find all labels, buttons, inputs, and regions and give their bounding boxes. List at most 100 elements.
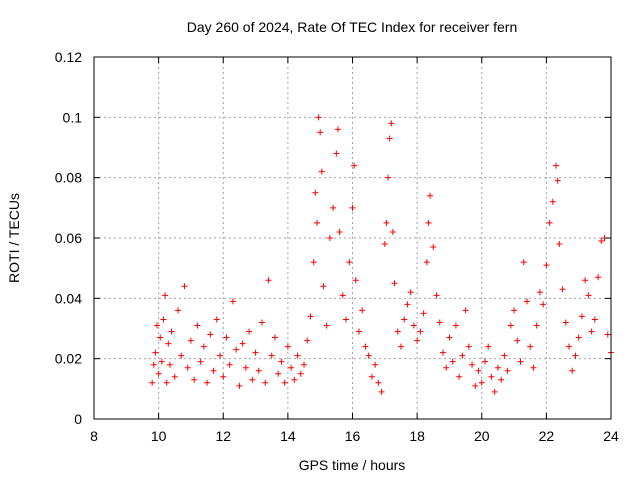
data-point xyxy=(259,319,266,326)
data-point xyxy=(213,316,220,323)
data-point xyxy=(604,331,611,338)
data-point xyxy=(236,382,243,389)
data-point xyxy=(315,114,322,121)
data-point xyxy=(323,322,330,329)
data-point xyxy=(294,352,301,359)
data-point xyxy=(536,289,543,296)
x-tick-label: 20 xyxy=(474,428,490,444)
data-point xyxy=(339,292,346,299)
data-point xyxy=(275,370,282,377)
data-point xyxy=(265,277,272,284)
data-point xyxy=(556,241,563,248)
data-point xyxy=(578,313,585,320)
grid-lines xyxy=(94,57,611,419)
data-point xyxy=(527,343,534,350)
data-point xyxy=(163,379,170,386)
x-tick-label: 16 xyxy=(345,428,361,444)
data-point xyxy=(501,352,508,359)
data-point xyxy=(291,376,298,383)
data-point xyxy=(204,379,211,386)
data-point xyxy=(588,328,595,335)
data-point xyxy=(158,358,165,365)
data-point xyxy=(351,162,358,169)
data-point xyxy=(439,349,446,356)
data-point xyxy=(514,337,521,344)
data-point xyxy=(420,310,427,317)
y-tick-label: 0.04 xyxy=(55,290,82,306)
data-point xyxy=(523,298,530,305)
data-point xyxy=(520,259,527,266)
data-point xyxy=(297,370,304,377)
x-tick-label: 12 xyxy=(215,428,231,444)
data-point xyxy=(288,364,295,371)
data-points xyxy=(149,114,614,395)
x-axis-label: GPS time / hours xyxy=(299,457,406,473)
data-point xyxy=(255,367,262,374)
data-point xyxy=(386,135,393,142)
data-point xyxy=(330,204,337,211)
data-point xyxy=(546,219,553,226)
data-point xyxy=(152,349,159,356)
data-point xyxy=(271,334,278,341)
data-point xyxy=(359,307,366,314)
data-point xyxy=(281,379,288,386)
data-point xyxy=(217,352,224,359)
data-point xyxy=(368,373,375,380)
data-point xyxy=(459,352,466,359)
data-point xyxy=(346,259,353,266)
x-tick-label: 22 xyxy=(539,428,555,444)
data-point xyxy=(157,334,164,341)
data-point xyxy=(472,382,479,389)
data-point xyxy=(517,358,524,365)
data-point xyxy=(569,367,576,374)
data-point xyxy=(349,204,356,211)
data-point xyxy=(233,346,240,353)
data-point xyxy=(378,388,385,395)
data-point xyxy=(352,277,359,284)
data-point xyxy=(410,322,417,329)
data-point xyxy=(355,328,362,335)
y-tick-label: 0.08 xyxy=(55,170,82,186)
data-point xyxy=(278,358,285,365)
data-point xyxy=(184,364,191,371)
x-tick-label: 18 xyxy=(409,428,425,444)
data-point xyxy=(229,298,236,305)
data-point xyxy=(249,376,256,383)
data-point xyxy=(491,388,498,395)
y-tick-label: 0 xyxy=(74,411,82,427)
y-tick-label: 0.12 xyxy=(55,49,82,65)
data-point xyxy=(150,361,157,368)
data-point xyxy=(488,373,495,380)
data-point xyxy=(317,129,324,136)
data-point xyxy=(191,376,198,383)
y-tick-label: 0.1 xyxy=(63,109,83,125)
data-point xyxy=(595,274,602,281)
data-point xyxy=(478,379,485,386)
data-point xyxy=(504,367,511,374)
data-point xyxy=(200,343,207,350)
x-tick-label: 8 xyxy=(90,428,98,444)
chart-title: Day 260 of 2024, Rate Of TEC Index for r… xyxy=(187,19,517,35)
data-point xyxy=(465,343,472,350)
data-point xyxy=(565,343,572,350)
data-point xyxy=(312,189,319,196)
x-tick-label: 10 xyxy=(151,428,167,444)
data-point xyxy=(313,219,320,226)
data-point xyxy=(268,352,275,359)
data-point xyxy=(562,319,569,326)
data-point xyxy=(389,228,396,235)
data-point xyxy=(220,373,227,380)
data-point xyxy=(160,316,167,323)
data-point xyxy=(540,301,547,308)
data-point xyxy=(549,198,556,205)
data-point xyxy=(533,322,540,329)
data-point xyxy=(485,343,492,350)
data-point xyxy=(394,328,401,335)
data-point xyxy=(507,322,514,329)
x-tick-label: 24 xyxy=(603,428,619,444)
data-point xyxy=(443,364,450,371)
data-point xyxy=(475,367,482,374)
data-point xyxy=(433,292,440,299)
data-point xyxy=(372,361,379,368)
